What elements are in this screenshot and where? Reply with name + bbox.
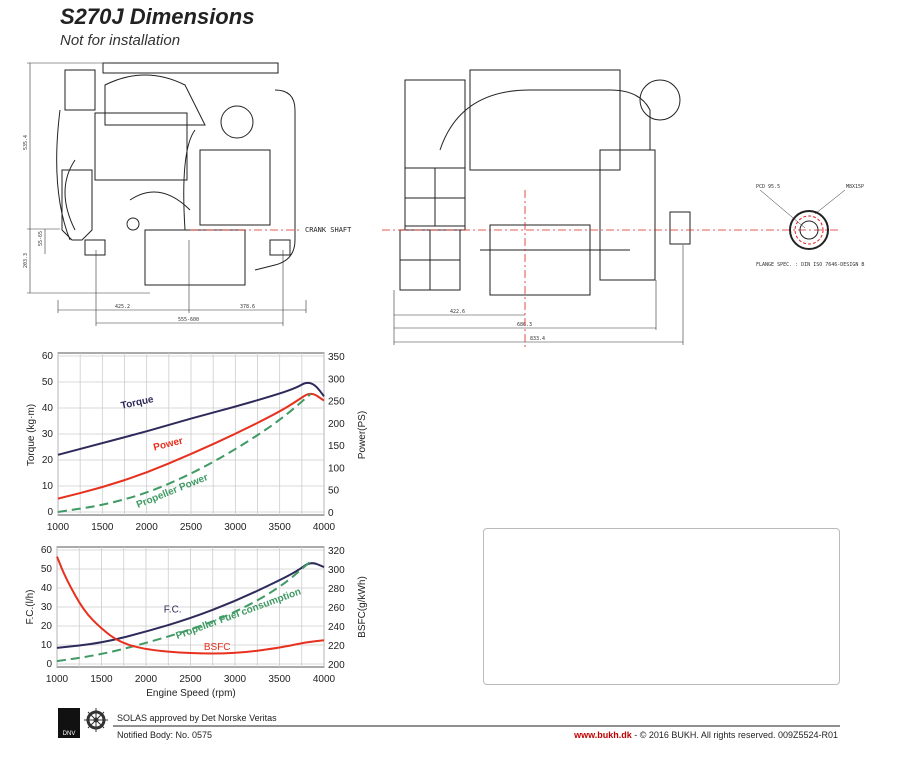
chart2-series-bsfc	[56, 556, 325, 655]
chart2-ylabel: F.C.(l/h)	[25, 590, 36, 625]
dim-right-width: 378.6	[240, 304, 255, 310]
chart1-y2tick: 300	[328, 374, 345, 385]
page-title: S270J Dimensions	[60, 4, 255, 29]
chart2-y2tick: 200	[328, 660, 345, 671]
chart1-ytick: 30	[42, 429, 54, 440]
chart1-xtick: 3000	[224, 522, 247, 533]
dim-mount: 55-65	[38, 231, 44, 246]
dim-side-block: 686.3	[517, 322, 532, 328]
chart1-xtick: 2500	[180, 522, 203, 533]
chart1-ylabel: Torque (kg·m)	[26, 404, 37, 466]
chart1-ytick: 50	[42, 377, 54, 388]
page-subtitle: Not for installation	[60, 32, 181, 49]
chart1-y2tick: 250	[328, 397, 345, 408]
chart2-xlabel: Engine Speed (rpm)	[146, 688, 236, 699]
chart2-series-propeller-fuel-consumption	[56, 560, 312, 663]
chart2-series-f-c-	[56, 562, 325, 649]
chart1-y2tick: 100	[328, 463, 345, 474]
chart1-y2tick: 200	[328, 419, 345, 430]
chart2-xtick: 3000	[224, 674, 247, 685]
front-view-drawing	[56, 62, 296, 286]
chart1-y2tick: 0	[328, 508, 334, 519]
chart2-y2tick: 320	[328, 546, 345, 557]
dim-left-width: 425.2	[115, 304, 130, 310]
chart2-y2tick: 240	[328, 622, 345, 633]
website-link[interactable]: www.bukh.dk	[574, 730, 632, 740]
solas-logo	[58, 708, 80, 738]
chart2-ytick: 60	[41, 545, 53, 556]
chart2-series-label: F.C.	[164, 605, 182, 616]
chart2-y2tick: 300	[328, 565, 345, 576]
chart1-series-torque	[57, 381, 325, 456]
chart2-ytick: 20	[41, 621, 53, 632]
ship-wheel-icon	[84, 708, 108, 732]
copyright: - © 2016 BUKH. All rights reserved. 009Z…	[631, 730, 838, 740]
chart1-xtick: 3500	[269, 522, 292, 533]
chart1-ytick: 20	[42, 455, 54, 466]
chart1-xtick: 1500	[91, 522, 114, 533]
chart2-y2tick: 280	[328, 584, 345, 595]
flange-spec: FLANGE SPEC. : DIN ISO 7646-DESIGN B	[756, 262, 864, 268]
chart1-ytick: 0	[47, 507, 53, 518]
dim-side-crank: 422.6	[450, 309, 465, 315]
chart2-xtick: 1000	[46, 674, 69, 685]
chart2-xtick: 1500	[90, 674, 113, 685]
chart2-xtick: 3500	[268, 674, 291, 685]
empty-info-box	[483, 528, 840, 685]
chart2-xtick: 4000	[313, 674, 336, 685]
chart1-series-power	[57, 392, 325, 500]
dnv-logo-text: DNV	[63, 731, 76, 737]
chart2-series-label: BSFC	[204, 642, 231, 653]
chart1-xtick: 1000	[47, 522, 70, 533]
dim-below-crank: 203.3	[23, 253, 29, 268]
chart1-ytick: 60	[42, 351, 54, 362]
dim-mount-span: 555-600	[178, 317, 199, 323]
chart1-y2tick: 50	[328, 486, 340, 497]
dim-height: 535.4	[23, 135, 29, 150]
flange-bolt-label: M8X15P	[846, 184, 864, 190]
front-view-dimensions	[27, 62, 307, 326]
crank-shaft-label: CRANK SHAFT	[305, 226, 352, 234]
dim-side-total: 833.4	[530, 336, 545, 342]
chart2-ytick: 50	[41, 564, 53, 575]
chart2-ytick: 0	[46, 659, 52, 670]
chart2-xtick: 2500	[179, 674, 202, 685]
chart2-xtick: 2000	[135, 674, 158, 685]
chart1-xtick: 2000	[136, 522, 159, 533]
chart2-ytick: 40	[41, 583, 53, 594]
chart1-xtick: 4000	[313, 522, 336, 533]
chart2-ytick: 30	[41, 602, 53, 613]
chart1-ytick: 40	[42, 403, 54, 414]
flange-drawing	[759, 189, 846, 250]
solas-approval: SOLAS approved by Det Norske Veritas	[117, 713, 277, 723]
chart1-y2tick: 150	[328, 441, 345, 452]
footer-copyright-line: www.bukh.dk - © 2016 BUKH. All rights re…	[574, 730, 838, 741]
notified-body: Notified Body: No. 0575	[117, 730, 213, 740]
chart1-y2tick: 350	[328, 352, 345, 363]
flange-pcd-label: PCD 95.5	[756, 184, 780, 190]
chart1-y2label: Power(PS)	[357, 411, 368, 459]
chart2-y2tick: 260	[328, 603, 345, 614]
chart2-y2tick: 220	[328, 641, 345, 652]
chart2-y2label: BSFC(g/kWh)	[357, 576, 368, 638]
chart2-ytick: 10	[41, 640, 53, 651]
chart1-ytick: 10	[42, 481, 54, 492]
chart1-series-propeller-power	[57, 393, 312, 513]
side-view-dimensions	[393, 245, 684, 345]
